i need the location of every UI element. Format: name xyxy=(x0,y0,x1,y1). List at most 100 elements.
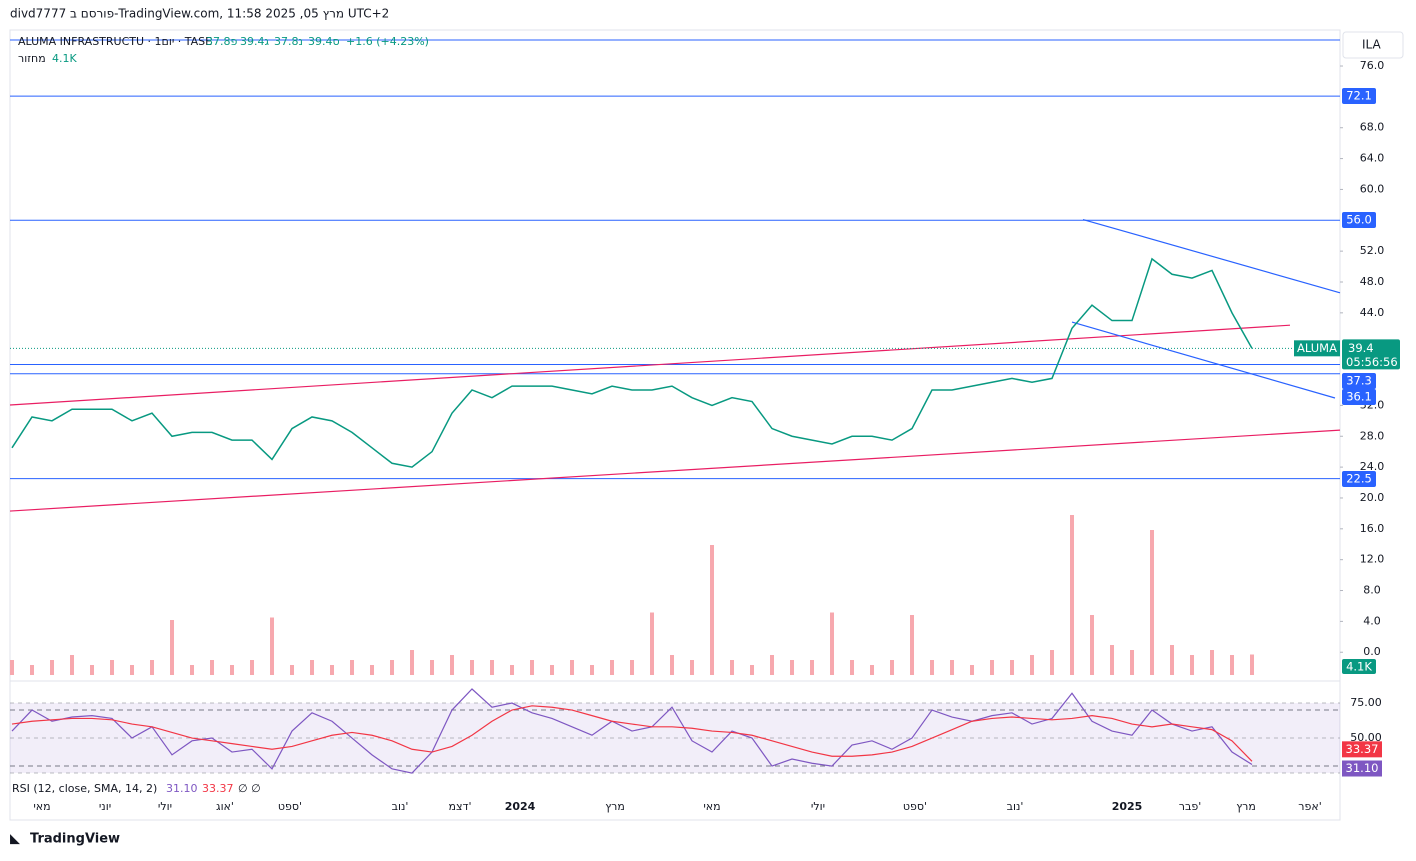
volume-bar xyxy=(870,665,874,675)
x-tick-label: מרץ xyxy=(605,800,625,813)
level-badge xyxy=(1342,88,1376,104)
x-tick-label: יוני xyxy=(99,800,111,813)
level-label: 22.5 xyxy=(1346,472,1372,486)
volume-bar xyxy=(650,612,654,675)
volume-bar xyxy=(250,660,254,675)
y-tick-label: 8.0 xyxy=(1363,584,1381,597)
volume-label: מחזור xyxy=(18,52,46,65)
volume-bar xyxy=(430,660,434,675)
volume-bar xyxy=(390,660,394,675)
price-line xyxy=(11,257,1253,468)
volume-bar xyxy=(1050,650,1054,675)
rsi-line xyxy=(11,688,1253,774)
volume-bar xyxy=(310,660,314,675)
y-tick-label: 0.0 xyxy=(1363,645,1381,658)
y-tick-label: 52.0 xyxy=(1360,244,1385,257)
volume-bar xyxy=(590,665,594,675)
x-tick-label: פבר' xyxy=(1179,800,1201,813)
trend-line xyxy=(9,429,1341,512)
level-badge xyxy=(1342,471,1376,487)
volume-bar xyxy=(190,665,194,675)
volume-bar xyxy=(490,660,494,675)
volume-bar xyxy=(630,660,634,675)
ohlc-value: פ37.8 xyxy=(206,35,238,48)
x-tick-label: נוב' xyxy=(392,800,409,813)
x-tick-label: 2024 xyxy=(505,800,536,813)
volume-bar xyxy=(290,665,294,675)
volume-bar xyxy=(10,660,14,675)
volume-bar xyxy=(270,617,274,675)
frame xyxy=(9,29,1341,821)
volume-bar xyxy=(470,660,474,675)
trend-line xyxy=(1071,321,1336,399)
currency-button[interactable] xyxy=(1342,31,1404,59)
volume-bar xyxy=(550,665,554,675)
rsi-legend: 31.10 xyxy=(166,782,198,795)
y-tick-label: 28.0 xyxy=(1360,429,1385,442)
volume-bar xyxy=(50,660,54,675)
ohlc-value: +1.6 (+4.23%) xyxy=(346,35,429,48)
trend-line xyxy=(1082,218,1341,294)
brand-logo: ◣ xyxy=(10,832,20,847)
trend-line xyxy=(9,324,1291,406)
rsi-badge-text: 31.10 xyxy=(1346,761,1379,775)
symbol: ALUMA INFRASTRUCTU · 1יום · TASE xyxy=(18,35,212,48)
volume-bar xyxy=(530,660,534,675)
rsi-badge xyxy=(1342,741,1382,758)
y-tick-label: 12.0 xyxy=(1360,553,1385,566)
volume-bar xyxy=(1210,650,1214,675)
x-tick-label: יולי xyxy=(158,800,172,813)
level-label: 72.1 xyxy=(1346,89,1372,103)
volume-bar xyxy=(690,660,694,675)
volume-bar xyxy=(910,615,914,675)
level-label: 36.1 xyxy=(1346,390,1372,404)
rsi-badge-text: 33.37 xyxy=(1346,742,1379,756)
y-tick-label: 76.0 xyxy=(1360,59,1385,72)
volume-bar xyxy=(850,660,854,675)
last-name: ALUMA xyxy=(1297,341,1337,355)
volume-bar xyxy=(410,650,414,675)
volume-bar xyxy=(230,665,234,675)
y-tick-label: 64.0 xyxy=(1360,152,1385,165)
rsi-legend: 33.37 xyxy=(202,782,234,795)
volume-bar xyxy=(350,660,354,675)
level-badge xyxy=(1342,212,1376,228)
x-tick-label: דצמ' xyxy=(448,800,471,813)
level-label: 37.3 xyxy=(1346,374,1372,388)
last-value: 39.4 xyxy=(1348,341,1374,355)
volume-bar xyxy=(450,655,454,675)
volume-bar xyxy=(70,655,74,675)
volume-bar xyxy=(130,665,134,675)
x-tick-label: ספט' xyxy=(278,800,302,813)
level-badge xyxy=(1342,373,1376,389)
volume-bar xyxy=(210,660,214,675)
x-tick-label: נוב' xyxy=(1007,800,1024,813)
volume-bar xyxy=(950,660,954,675)
volume-bar xyxy=(1010,660,1014,675)
x-tick-label: אוג' xyxy=(216,800,234,813)
volume-bar xyxy=(1070,515,1074,675)
level-badge xyxy=(1342,389,1376,405)
y-tick-label: 68.0 xyxy=(1360,121,1385,134)
last-countdown: 05:56:56 xyxy=(1346,355,1398,369)
currency[interactable]: ILA xyxy=(1362,38,1382,52)
volume-badge xyxy=(1342,659,1376,674)
y-tick-label: 24.0 xyxy=(1360,460,1385,473)
volume-bar xyxy=(710,545,714,675)
volume-bar xyxy=(1190,655,1194,675)
volume-bar xyxy=(970,665,974,675)
y-tick-label: 60.0 xyxy=(1360,182,1385,195)
volume-bar xyxy=(730,660,734,675)
x-tick-label: ספט' xyxy=(903,800,927,813)
volume-bar xyxy=(570,660,574,675)
volume-bar xyxy=(1250,654,1254,675)
caption: divd7777 פורסם ב-TradingView.com, מרץ 05… xyxy=(10,7,389,21)
x-tick-label: מאי xyxy=(33,800,50,813)
volume-bar xyxy=(1230,655,1234,675)
ohlc-value: נ37.8 xyxy=(274,35,303,48)
rsi-title: RSI (12, close, SMA, 14, 2) xyxy=(12,782,157,795)
ohlc-value: ס39.4 xyxy=(308,35,340,48)
volume-bar xyxy=(90,665,94,675)
volume-bar xyxy=(1030,655,1034,675)
